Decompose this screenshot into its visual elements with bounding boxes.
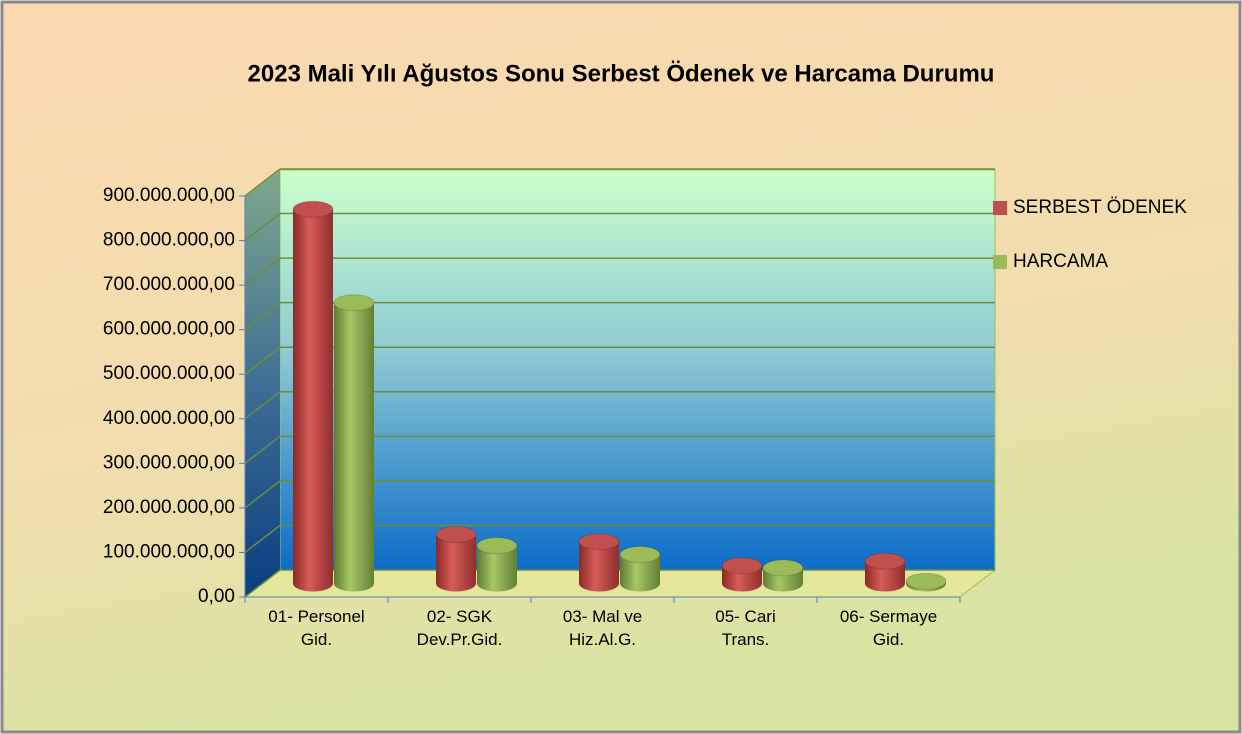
x-tick-label: 03- Mal ve Hiz.Al.G. — [562, 607, 643, 649]
grid-line — [244, 168, 281, 197]
bar — [579, 541, 619, 592]
back-wall — [279, 169, 996, 571]
y-tick-label: 0,00 — [198, 586, 235, 607]
bar-cap — [333, 294, 375, 312]
bar-cap — [435, 525, 477, 543]
grid-line — [244, 524, 281, 554]
bar-cap — [864, 552, 906, 570]
x-tick-label: 02- SGK Dev.Pr.Gid. — [416, 607, 503, 649]
y-tick-label: 600.000.000,00 — [103, 319, 235, 340]
bar-cap — [721, 557, 763, 575]
legend-label: SERBEST ÖDENEK — [1013, 197, 1187, 218]
grid-line — [244, 346, 281, 375]
grid-line — [244, 302, 281, 331]
legend-swatch — [993, 201, 1007, 215]
bar — [865, 561, 905, 592]
bar — [334, 302, 374, 592]
y-tick-label: 200.000.000,00 — [103, 497, 235, 518]
bar-cap — [292, 200, 334, 218]
bar-cap — [762, 559, 804, 577]
x-tick-label: 05- Cari Trans. — [715, 607, 776, 649]
bar-cap — [905, 572, 947, 590]
bar — [477, 545, 517, 592]
grid-line — [244, 480, 281, 509]
bar — [436, 534, 476, 592]
y-tick-label: 300.000.000,00 — [103, 452, 235, 473]
x-tick-label: 01- Personel Gid. — [268, 607, 365, 649]
grid-line — [244, 391, 281, 420]
bar-cap — [619, 546, 661, 564]
grid-line — [244, 569, 281, 598]
x-tick-label: 06- Sermaye Gid. — [839, 607, 938, 649]
y-tick-label: 800.000.000,00 — [103, 230, 235, 251]
y-tick-label: 700.000.000,00 — [103, 274, 235, 295]
grid-line — [244, 435, 281, 464]
bar — [620, 554, 660, 592]
grid-line — [244, 257, 281, 286]
chart-title: 2023 Mali Yılı Ağustos Sonu Serbest Öden… — [248, 60, 995, 87]
y-tick-label: 500.000.000,00 — [103, 363, 235, 384]
y-tick-label: 400.000.000,00 — [103, 408, 235, 429]
side-wall — [245, 170, 280, 597]
legend-label: HARCAMA — [1013, 251, 1108, 272]
y-tick-label: 100.000.000,00 — [103, 541, 235, 562]
bar — [293, 209, 333, 592]
bar-cap — [476, 537, 518, 555]
grid-line — [244, 212, 281, 242]
bar-cap — [578, 533, 620, 551]
legend-swatch — [993, 255, 1007, 269]
y-tick-label: 900.000.000,00 — [103, 185, 235, 206]
